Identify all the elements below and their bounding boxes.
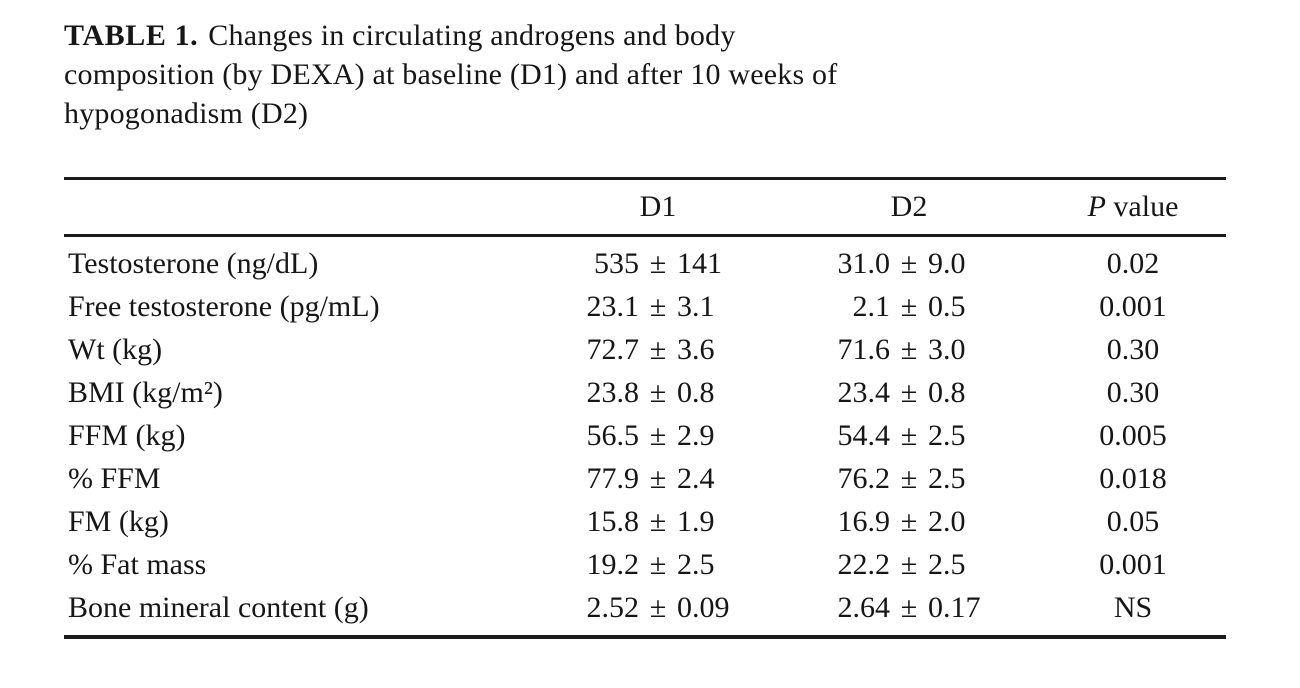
cell-d2: 54.4 ±2.5 bbox=[778, 414, 1040, 457]
cell-d2-value: 31.0 ±9.0 bbox=[837, 246, 966, 280]
row-label: Testosterone (ng/dL) bbox=[68, 246, 319, 280]
cell-d1: 15.8 ±1.9 bbox=[538, 500, 778, 543]
cell-d1-value: 56.5 ±2.9 bbox=[586, 418, 715, 452]
row-label: Bone mineral content (g) bbox=[64, 586, 538, 639]
cell-d1: 19.2 ±2.5 bbox=[538, 543, 778, 586]
table-row: Wt (kg) 72.7 ±3.6 71.6 ±3.0 0.30 bbox=[64, 328, 1226, 371]
cell-d2: 71.6 ±3.0 bbox=[778, 328, 1040, 371]
cell-d2-value: 71.6 ±3.0 bbox=[837, 332, 966, 366]
cell-d2: 22.2 ±2.5 bbox=[778, 543, 1040, 586]
results-table: D1 D2 P value Testosterone (ng/dL) 535 ±1… bbox=[64, 177, 1226, 639]
cell-d2-value: 76.2 ±2.5 bbox=[837, 461, 966, 495]
cell-p-value: 0.018 bbox=[1099, 461, 1167, 495]
document-page: TABLE 1. Changes in circulating androgens… bbox=[64, 16, 1226, 639]
cell-d1-value: 2.52 ±0.09 bbox=[586, 590, 730, 624]
table-row: BMI (kg/m²) 23.8 ±0.8 23.4 ±0.8 0.30 bbox=[64, 371, 1226, 414]
table-row: FM (kg) 15.8 ±1.9 16.9 ±2.0 0.05 bbox=[64, 500, 1226, 543]
cell-d1: 2.52 ±0.09 bbox=[538, 586, 778, 639]
cell-d2-value: 23.4 ±0.8 bbox=[837, 375, 966, 409]
cell-p-value: NS bbox=[1040, 586, 1226, 639]
row-label: % FFM bbox=[68, 461, 161, 495]
row-label: Free testosterone (pg/mL) bbox=[68, 289, 380, 323]
cell-d2-value: 16.9 ±2.0 bbox=[837, 504, 966, 538]
table-row: Testosterone (ng/dL) 535 ±141 31.0 ±9.0 0.… bbox=[64, 236, 1226, 286]
caption-line-3: hypogonadism (D2) bbox=[64, 97, 309, 130]
caption-line-1: Changes in circulating androgens and bod… bbox=[208, 19, 736, 52]
table-header: D1 D2 P value bbox=[64, 177, 1226, 237]
cell-d1: 56.5 ±2.9 bbox=[538, 414, 778, 457]
cell-p-value: 0.02 bbox=[1106, 246, 1160, 280]
table-row: FFM (kg) 56.5 ±2.9 54.4 ±2.5 0.005 bbox=[64, 414, 1226, 457]
cell-d1-value: 535 ±141 bbox=[594, 246, 722, 280]
cell-p-value: 0.005 bbox=[1099, 418, 1167, 452]
cell-p-value: 0.001 bbox=[1099, 547, 1167, 581]
cell-d1-value: 19.2 ±2.5 bbox=[586, 547, 715, 581]
caption-line-2: composition (by DEXA) at baseline (D1) a… bbox=[64, 58, 838, 91]
cell-d2-value: 54.4 ±2.5 bbox=[837, 418, 966, 452]
cell-d1: 535 ±141 bbox=[538, 236, 778, 286]
cell-d1: 23.1 ±3.1 bbox=[538, 285, 778, 328]
cell-d2-value: 2.64 ±0.17 bbox=[837, 590, 981, 624]
table-row: Free testosterone (pg/mL) 23.1 ±3.1 2.1 ±0… bbox=[64, 285, 1226, 328]
header-p-italic: P bbox=[1087, 190, 1106, 223]
table-caption: TABLE 1. Changes in circulating androgens… bbox=[64, 16, 1226, 133]
cell-d1-value: 23.8 ±0.8 bbox=[586, 375, 715, 409]
cell-d2: 23.4 ±0.8 bbox=[778, 371, 1040, 414]
cell-d2: 2.1 ±0.5 bbox=[778, 285, 1040, 328]
table-row: Bone mineral content (g) 2.52 ±0.09 2.64 ±… bbox=[64, 586, 1226, 639]
table-row: % FFM 77.9 ±2.4 76.2 ±2.5 0.018 bbox=[64, 457, 1226, 500]
cell-d2: 16.9 ±2.0 bbox=[778, 500, 1040, 543]
cell-d1-value: 77.9 ±2.4 bbox=[586, 461, 715, 495]
header-row: D1 D2 P value bbox=[64, 177, 1226, 237]
row-label: FFM (kg) bbox=[68, 418, 186, 452]
table-caption-label: TABLE 1. bbox=[64, 19, 199, 52]
cell-d1: 77.9 ±2.4 bbox=[538, 457, 778, 500]
cell-p-value: 0.30 bbox=[1106, 375, 1160, 409]
cell-p-value: 0.001 bbox=[1099, 289, 1167, 323]
row-label: % Fat mass bbox=[68, 547, 207, 581]
cell-p-value: 0.05 bbox=[1106, 504, 1160, 538]
row-label: Wt (kg) bbox=[68, 332, 163, 366]
row-label: FM (kg) bbox=[68, 504, 169, 538]
table-body: Testosterone (ng/dL) 535 ±141 31.0 ±9.0 0.… bbox=[64, 236, 1226, 639]
header-p-rest: value bbox=[1113, 190, 1179, 223]
header-d1: D1 bbox=[538, 177, 778, 237]
cell-d2: 76.2 ±2.5 bbox=[778, 457, 1040, 500]
header-p-value: P value bbox=[1040, 177, 1226, 237]
cell-d1: 23.8 ±0.8 bbox=[538, 371, 778, 414]
cell-d2: 31.0 ±9.0 bbox=[778, 236, 1040, 286]
cell-d1-value: 15.8 ±1.9 bbox=[586, 504, 715, 538]
header-d2: D2 bbox=[778, 177, 1040, 237]
header-label-col bbox=[64, 177, 538, 237]
table-row: % Fat mass 19.2 ±2.5 22.2 ±2.5 0.001 bbox=[64, 543, 1226, 586]
cell-d2: 2.64 ±0.17 bbox=[778, 586, 1040, 639]
cell-d2-value: 22.2 ±2.5 bbox=[837, 547, 966, 581]
cell-d1: 72.7 ±3.6 bbox=[538, 328, 778, 371]
row-label: BMI (kg/m²) bbox=[68, 375, 223, 409]
cell-d2-value: 2.1 ±0.5 bbox=[852, 289, 966, 323]
cell-p-value: 0.30 bbox=[1106, 332, 1160, 366]
cell-d1-value: 23.1 ±3.1 bbox=[586, 289, 715, 323]
cell-d1-value: 72.7 ±3.6 bbox=[586, 332, 715, 366]
